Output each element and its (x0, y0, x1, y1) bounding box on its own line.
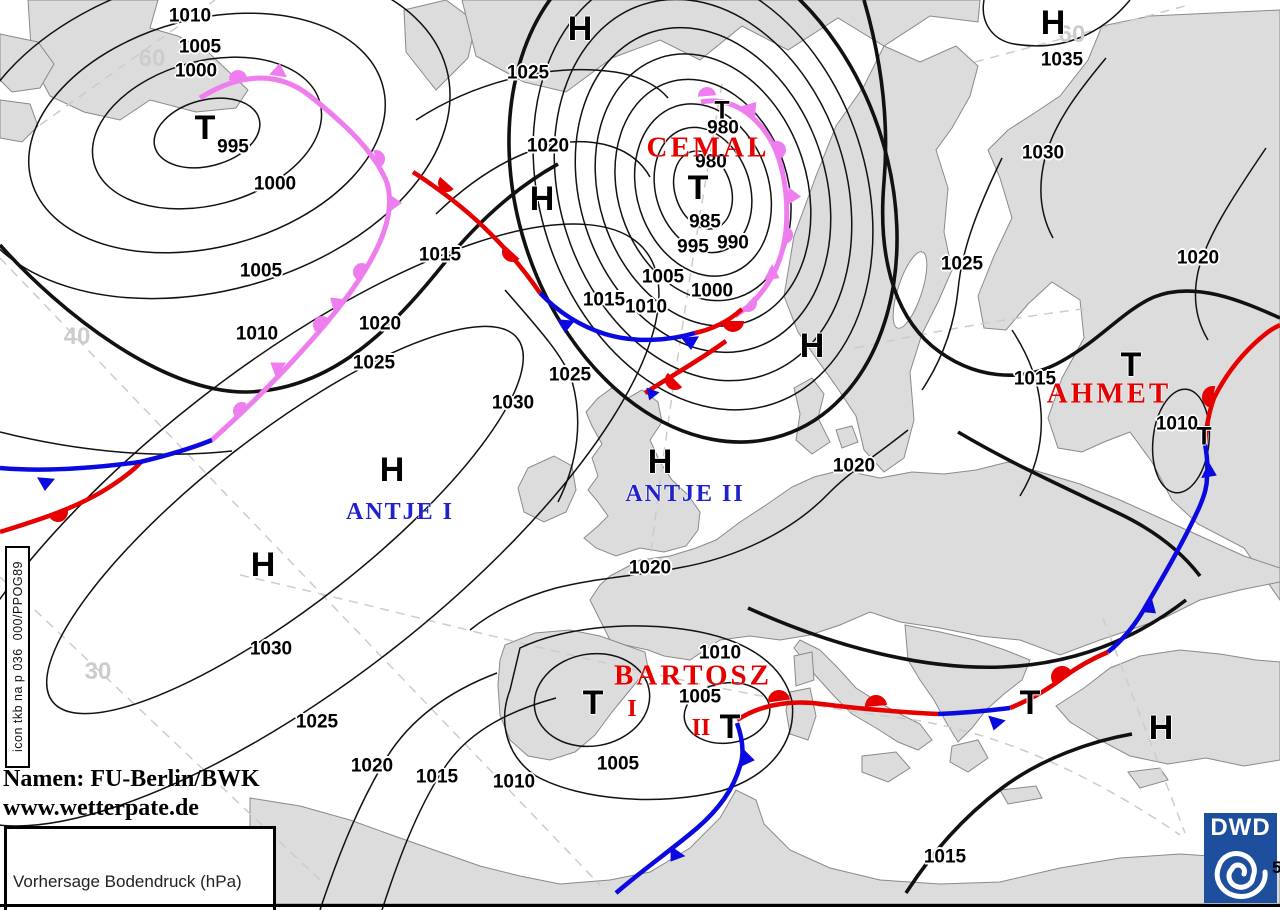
system-name: II (691, 715, 711, 741)
product-code-text: icon tkb na p 036 000/PPOG89 (10, 561, 25, 753)
isobar-label: 1015 (1013, 368, 1057, 390)
occluded-front (198, 75, 393, 442)
isobar-label: 1025 (548, 364, 592, 386)
high-pressure-symbol: H (799, 327, 825, 365)
isobar-label: 1010 (624, 296, 668, 318)
isobar-label: 1005 (596, 753, 640, 775)
isobar-label: 1020 (1176, 247, 1220, 269)
isobar-label: 1020 (628, 557, 672, 579)
isobar-label: 1030 (1021, 142, 1065, 164)
isobar-label: 990 (717, 232, 749, 254)
system-name: ANTJE II (625, 481, 745, 507)
isobar-label: 1025 (506, 62, 550, 84)
graticule-label: 30 (84, 658, 112, 685)
low-pressure-symbol: T (582, 684, 604, 722)
high-pressure-symbol: H (567, 10, 593, 48)
isobar-label: 1005 (678, 686, 722, 708)
isobar-label: 1000 (174, 60, 218, 82)
isobar-label: 995 (217, 136, 249, 158)
attribution-names: Namen: FU-Berlin/BWK (3, 766, 260, 792)
warm-front (1009, 649, 1109, 711)
isobar-label: 1025 (352, 352, 396, 374)
isobar-label: 1010 (1155, 413, 1199, 435)
graticule-label: 60 (1058, 21, 1086, 48)
isobar-label: 1005 (641, 266, 685, 288)
isobar-label: 985 (689, 211, 721, 233)
attribution-website: www.wetterpate.de (3, 795, 199, 821)
system-name: BARTOSZ (613, 659, 773, 692)
high-pressure-symbol: H (647, 443, 673, 481)
isobar-label: 995 (677, 236, 709, 258)
low-pressure-symbol: T (714, 96, 730, 125)
system-name: CEMAL (646, 131, 770, 164)
low-pressure-symbol: T (687, 169, 709, 207)
dwd-spiral-icon (1214, 851, 1268, 899)
high-pressure-symbol: H (250, 546, 276, 584)
map-bottom-border (0, 904, 1280, 907)
isobar-label: 1025 (295, 711, 339, 733)
high-pressure-symbol: H (379, 451, 405, 489)
isobar-label: 1010 (168, 5, 212, 27)
isobar-label: 1030 (491, 392, 535, 414)
graticule-label: 40 (63, 323, 91, 350)
isobar-label: 1020 (526, 135, 570, 157)
system-name: ANTJE I (345, 499, 455, 525)
front-markers (37, 63, 1217, 862)
warm-front (735, 700, 939, 722)
isobar-label: 1035 (1040, 49, 1084, 71)
warm-front (411, 170, 542, 295)
isobar-label: 1015 (582, 289, 626, 311)
isobar-label: 1005 (178, 36, 222, 58)
edge-clipped-label: 5 (1272, 858, 1280, 877)
isobar-label: 1000 (253, 173, 297, 195)
dwd-logo: DWD (1204, 813, 1277, 903)
isobar-label: 1010 (235, 323, 279, 345)
isobar-label: 1015 (923, 846, 967, 868)
system-name: I (627, 696, 637, 722)
front-layer (0, 63, 1280, 895)
graticule-label: 60 (138, 45, 166, 72)
isobar-label: 1020 (358, 313, 402, 335)
cold-front (614, 722, 745, 895)
warm-front (0, 460, 143, 535)
high-pressure-symbol: H (1040, 4, 1066, 42)
cold-front (937, 705, 1011, 717)
graticule-layer (0, 0, 1186, 886)
low-pressure-symbol: T (1019, 684, 1041, 722)
cold-front (538, 291, 696, 343)
isobar-label: 980 (707, 117, 739, 139)
cold-front (0, 437, 213, 472)
isobar-label: 1010 (492, 771, 536, 793)
warm-front (1202, 322, 1280, 445)
isobar-label: 1000 (690, 280, 734, 302)
product-code-box: icon tkb na p 036 000/PPOG89 (5, 546, 30, 768)
isobar-label: 1015 (415, 766, 459, 788)
high-pressure-symbol: H (1148, 709, 1174, 747)
low-pressure-symbol: T (719, 708, 741, 746)
isobar-label: 1020 (832, 455, 876, 477)
high-pressure-symbol: H (529, 180, 555, 218)
warm-front (694, 307, 744, 336)
isobar-label: 1010 (698, 642, 742, 664)
system-name: AHMET (1046, 377, 1172, 410)
low-pressure-symbol: T (1196, 422, 1212, 451)
isobar-label: 1030 (249, 638, 293, 660)
isobar-label: 980 (695, 151, 727, 173)
info-product-title: Vorhersage Bodendruck (hPa) (13, 872, 242, 891)
warm-front (643, 339, 728, 395)
dwd-logo-text: DWD (1210, 814, 1271, 841)
forecast-info-box: Vorhersage Bodendruck (hPa) für: Sa 09.0… (4, 826, 276, 910)
isobar-label: 1015 (418, 244, 462, 266)
low-pressure-symbol: T (1120, 346, 1142, 384)
low-pressure-symbol: T (194, 109, 216, 147)
isobar-label: 1025 (940, 253, 984, 275)
isobar-label: 1005 (239, 260, 283, 282)
isobar-label: 1020 (350, 755, 394, 777)
